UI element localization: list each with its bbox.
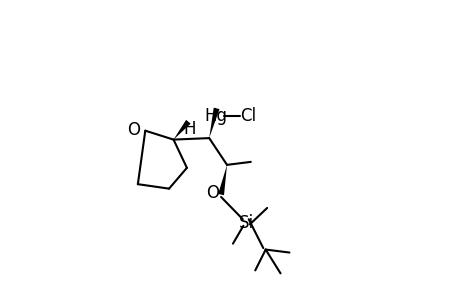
Polygon shape (209, 108, 219, 138)
Text: Cl: Cl (240, 107, 256, 125)
Text: O: O (127, 121, 140, 139)
Polygon shape (173, 120, 190, 140)
Text: H: H (183, 120, 196, 138)
Polygon shape (218, 165, 227, 195)
Text: Si: Si (238, 214, 253, 232)
Text: Hg: Hg (204, 107, 227, 125)
Text: O: O (205, 184, 218, 202)
